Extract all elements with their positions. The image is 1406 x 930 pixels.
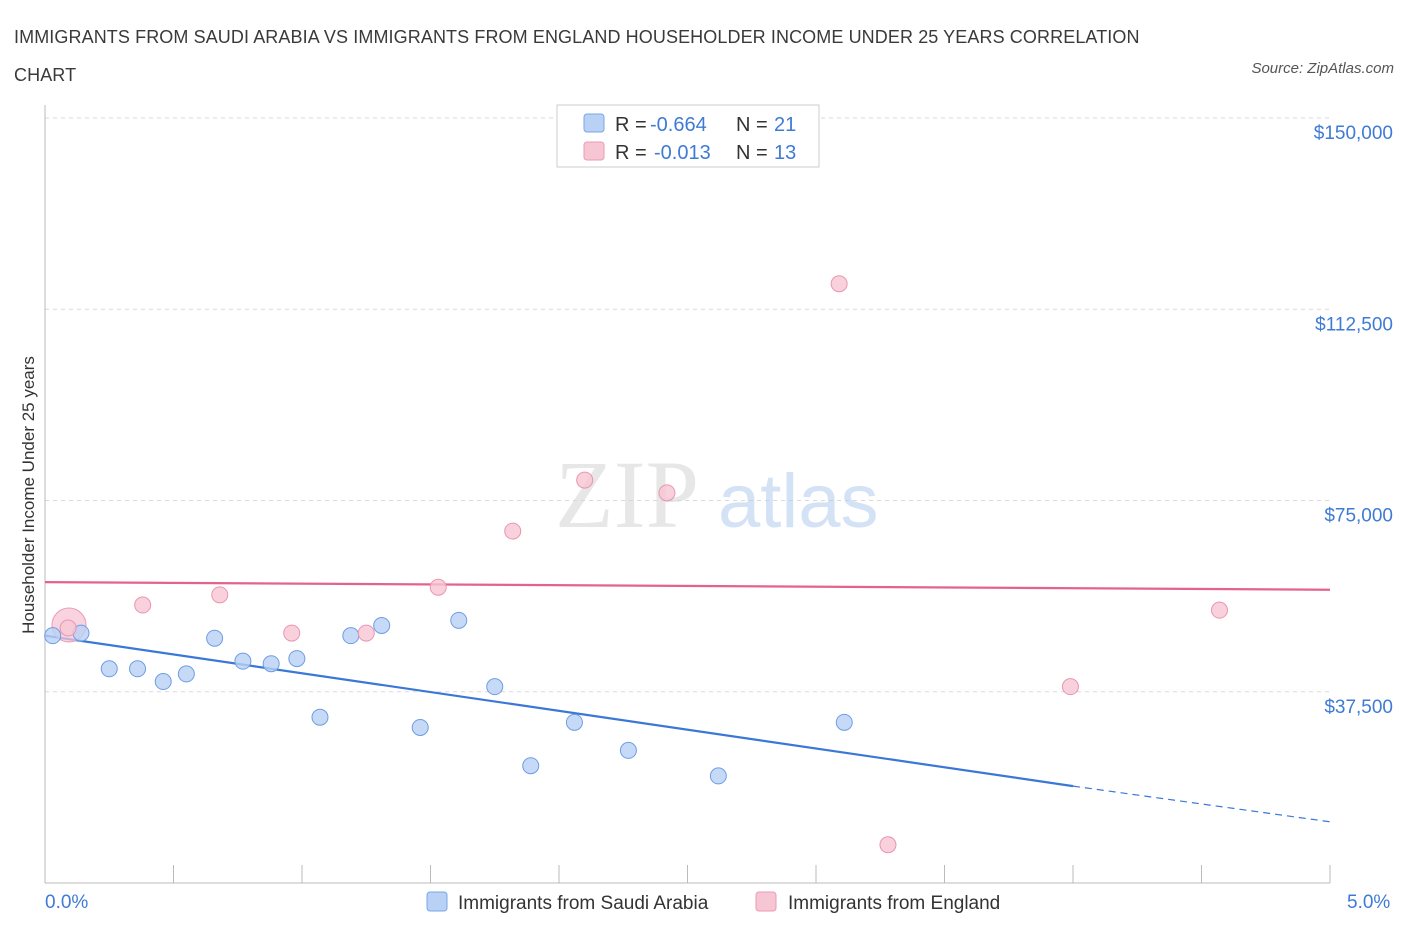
x-tick-marks (44, 865, 1331, 883)
point-england-6 (504, 522, 522, 540)
legend-n-value-1: 21 (774, 114, 796, 136)
trend-lines (44, 580, 1331, 823)
legend-swatch-pink (583, 141, 605, 161)
point-saudi-arabia-11 (342, 627, 360, 645)
point-saudi-arabia-18 (619, 741, 637, 759)
legend-swatch-blue (583, 113, 605, 133)
point-england-12 (879, 836, 897, 854)
legend-n-value-2: 13 (774, 142, 796, 164)
point-saudi-arabia-7 (234, 652, 252, 670)
point-saudi-arabia-6 (206, 629, 224, 647)
source-label: Source: ZipAtlas.com (1251, 60, 1394, 77)
point-england-2 (211, 586, 229, 604)
point-england-4 (357, 624, 375, 642)
bottom-legend-swatch-pink (755, 891, 777, 912)
y-tick-label-3: $150,000 (1314, 123, 1393, 144)
point-saudi-arabia-13 (411, 718, 429, 736)
legend-r-value-2: -0.013 (654, 142, 711, 164)
point-england-9 (830, 275, 848, 293)
point-saudi-arabia-8 (262, 655, 280, 673)
point-england-1 (134, 596, 152, 614)
point-england-5 (429, 578, 447, 596)
point-saudi-arabia-4 (154, 673, 172, 691)
point-saudi-arabia-19 (709, 767, 727, 785)
point-saudi-arabia-10 (311, 708, 329, 726)
x-tick-label-max: 5.0% (1347, 892, 1390, 913)
point-saudi-arabia-2 (100, 660, 118, 678)
trend-line-saudi-arabia (44, 634, 1074, 788)
legend-box: R = -0.664 N = 21 R = -0.013 N = 13 (556, 104, 820, 168)
y-tick-labels: $37,500 $75,000 $112,500 $150,000 (1314, 123, 1393, 718)
trend-line-england (44, 580, 1331, 591)
point-saudi-arabia-15 (486, 678, 504, 696)
point-saudi-arabia-17 (565, 713, 583, 731)
bottom-legend-swatch-blue (426, 891, 448, 912)
trend-line-saudi-arabia-extrapolated (1072, 785, 1331, 823)
point-england-3 (283, 624, 301, 642)
y-axis-label: Householder Income Under 25 years (19, 356, 38, 634)
watermark-zip: ZIP (555, 441, 699, 548)
point-england-10 (1061, 678, 1079, 696)
grid-lines (45, 117, 1330, 693)
legend-r-label-2: R = (615, 142, 647, 164)
y-tick-label-2: $112,500 (1315, 314, 1393, 335)
y-tick-label-1: $75,000 (1324, 506, 1393, 527)
point-england-8 (658, 484, 676, 502)
bottom-legend-label-blue: Immigrants from Saudi Arabia (458, 893, 709, 914)
y-tick-label-0: $37,500 (1324, 697, 1393, 718)
point-saudi-arabia-3 (129, 660, 147, 678)
legend-r-value-1: -0.664 (650, 114, 707, 136)
watermark-atlas: atlas (718, 459, 879, 544)
x-tick-label-min: 0.0% (45, 892, 88, 913)
chart-title: IMMIGRANTS FROM SAUDI ARABIA VS IMMIGRAN… (14, 27, 1140, 85)
legend-n-label-1: N = (736, 114, 768, 136)
point-england-7 (576, 471, 594, 489)
point-saudi-arabia-16 (522, 757, 540, 775)
legend-r-label-1: R = (615, 114, 647, 136)
bottom-legend-label-pink: Immigrants from England (788, 893, 1000, 914)
point-saudi-arabia-14 (450, 611, 468, 629)
point-saudi-arabia-5 (177, 665, 195, 683)
point-saudi-arabia-9 (288, 650, 306, 668)
legend-n-label-2: N = (736, 142, 768, 164)
point-england-11 (1210, 601, 1228, 619)
point-saudi-arabia-20 (835, 713, 853, 731)
point-england-0 (59, 619, 77, 637)
data-points (44, 275, 1228, 854)
bottom-legend: Immigrants from Saudi Arabia Immigrants … (426, 891, 1000, 914)
point-saudi-arabia-0 (44, 627, 62, 645)
point-saudi-arabia-12 (373, 616, 391, 634)
